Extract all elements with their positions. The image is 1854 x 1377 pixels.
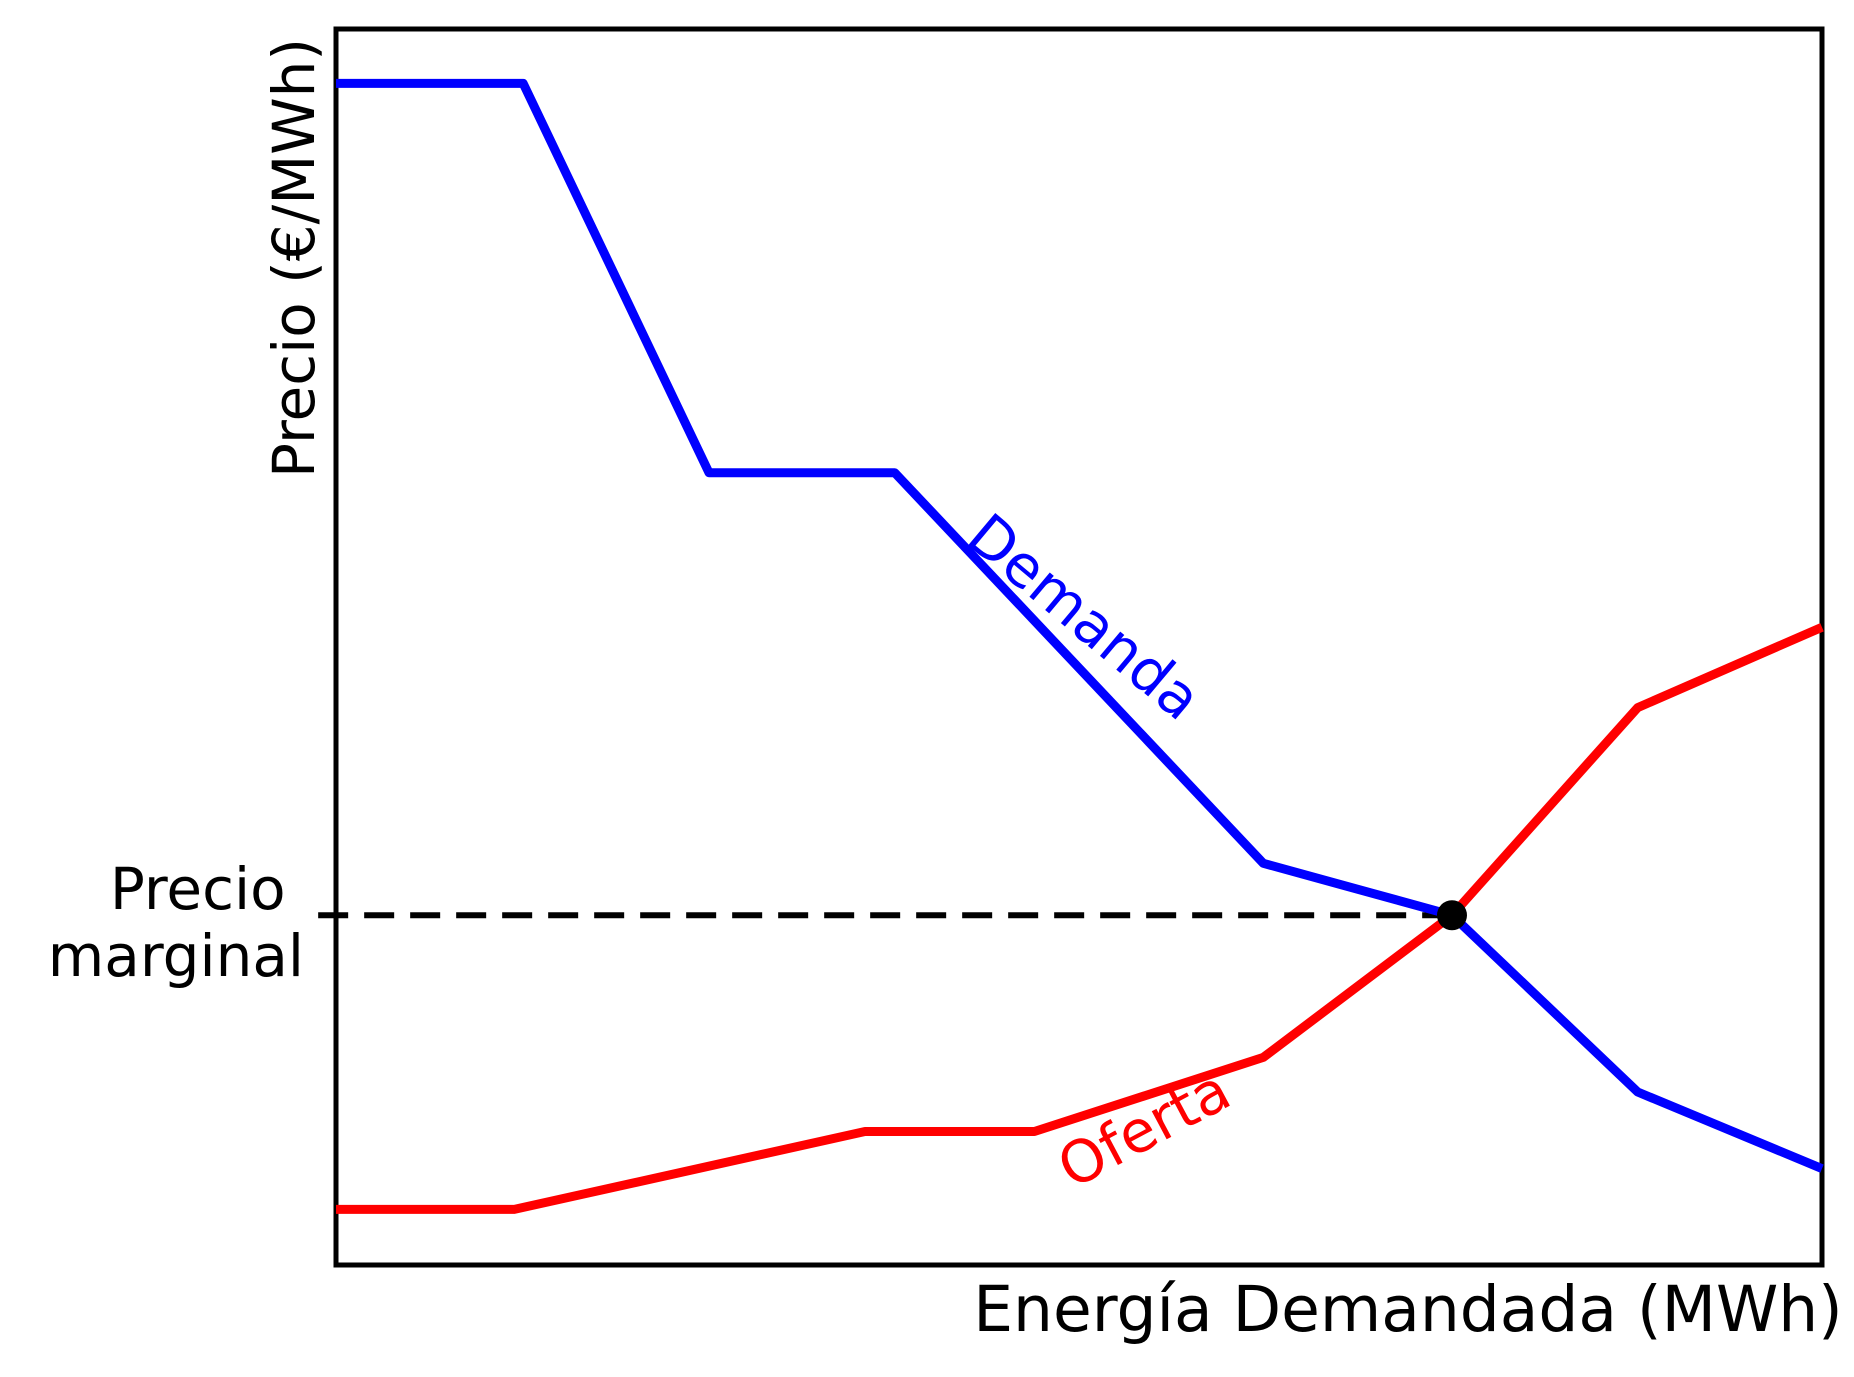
marginal-price-label-line2: marginal: [48, 922, 304, 990]
supply-curve: [336, 623, 1824, 1214]
x-axis-label: Energía Demandada (MWh): [973, 1273, 1843, 1346]
demand-curve: [336, 78, 1824, 1173]
marginal-price-label: Precio marginal: [48, 855, 304, 990]
marginal-price-label-line1: Precio: [110, 855, 286, 923]
plot-area-border: [333, 26, 1825, 1268]
equilibrium-dot: [1436, 900, 1467, 931]
demand-curve-label: Demanda: [955, 500, 1214, 733]
y-axis-label: Precio (€/MWh): [260, 38, 328, 478]
supply-curve-label: Oferta: [1047, 1055, 1241, 1201]
